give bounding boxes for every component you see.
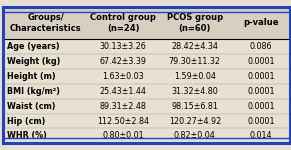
Text: 30.13±3.26: 30.13±3.26	[100, 42, 146, 51]
Text: 67.42±3.39: 67.42±3.39	[100, 57, 147, 66]
Text: 79.30±11.32: 79.30±11.32	[169, 57, 221, 66]
Text: 89.31±2.48: 89.31±2.48	[100, 102, 147, 111]
Text: PCOS group
(n=60): PCOS group (n=60)	[167, 13, 223, 33]
Text: 28.42±4.34: 28.42±4.34	[171, 42, 218, 51]
Text: 1.59±0.04: 1.59±0.04	[174, 72, 216, 81]
Text: 31.32±4.80: 31.32±4.80	[171, 87, 218, 96]
Text: 112.50±2.84: 112.50±2.84	[97, 117, 149, 126]
Text: 0.0001: 0.0001	[247, 57, 275, 66]
Text: Height (m): Height (m)	[7, 72, 55, 81]
Text: 0.0001: 0.0001	[247, 87, 275, 96]
Text: Groups/
Characteristics: Groups/ Characteristics	[10, 13, 81, 33]
Text: 98.15±6.81: 98.15±6.81	[171, 102, 218, 111]
Text: 0.086: 0.086	[250, 42, 272, 51]
Text: 0.014: 0.014	[250, 131, 272, 140]
Text: Weight (kg): Weight (kg)	[7, 57, 60, 66]
Text: 0.0001: 0.0001	[247, 102, 275, 111]
Text: WHR (%): WHR (%)	[7, 131, 47, 140]
Text: Age (years): Age (years)	[7, 42, 59, 51]
Text: 25.43±1.44: 25.43±1.44	[100, 87, 147, 96]
Text: 0.80±0.01: 0.80±0.01	[102, 131, 144, 140]
Text: 0.0001: 0.0001	[247, 72, 275, 81]
Text: 0.82±0.04: 0.82±0.04	[174, 131, 216, 140]
Text: Control group
(n=24): Control group (n=24)	[90, 13, 156, 33]
Text: Waist (cm): Waist (cm)	[7, 102, 55, 111]
Text: 120.27±4.92: 120.27±4.92	[169, 117, 221, 126]
Text: 1.63±0.03: 1.63±0.03	[102, 72, 144, 81]
Text: Hip (cm): Hip (cm)	[7, 117, 45, 126]
Text: 0.0001: 0.0001	[247, 117, 275, 126]
Text: p-value: p-value	[243, 18, 278, 27]
Bar	[3, 7, 290, 39]
Text: BMI (kg/m²): BMI (kg/m²)	[7, 87, 60, 96]
